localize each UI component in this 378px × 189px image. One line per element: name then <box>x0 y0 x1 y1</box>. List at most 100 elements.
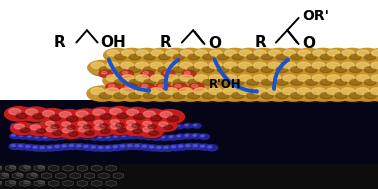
Circle shape <box>99 67 111 73</box>
Circle shape <box>26 146 30 148</box>
Circle shape <box>44 126 68 139</box>
Circle shape <box>107 118 128 129</box>
Circle shape <box>251 62 280 76</box>
Circle shape <box>337 86 367 101</box>
Circle shape <box>115 54 126 60</box>
Circle shape <box>119 74 148 89</box>
Circle shape <box>220 60 249 75</box>
Circle shape <box>91 146 96 148</box>
Circle shape <box>93 109 105 115</box>
Circle shape <box>130 134 133 136</box>
Circle shape <box>43 136 47 138</box>
Circle shape <box>194 124 197 126</box>
Circle shape <box>120 70 133 77</box>
Circle shape <box>175 86 206 101</box>
Circle shape <box>117 60 146 75</box>
Circle shape <box>221 48 248 62</box>
Circle shape <box>160 112 172 118</box>
Circle shape <box>163 48 190 62</box>
Circle shape <box>158 125 167 130</box>
Text: OR': OR' <box>302 9 330 23</box>
Circle shape <box>28 136 31 137</box>
Circle shape <box>173 54 185 60</box>
Circle shape <box>339 87 369 102</box>
Circle shape <box>217 67 229 73</box>
Circle shape <box>369 74 378 89</box>
Bar <box>0 164 378 189</box>
Circle shape <box>133 129 143 134</box>
Circle shape <box>350 67 361 73</box>
Circle shape <box>122 50 134 56</box>
Circle shape <box>232 79 244 85</box>
Circle shape <box>83 125 92 129</box>
Circle shape <box>80 124 89 129</box>
Circle shape <box>157 122 178 132</box>
Circle shape <box>159 126 162 128</box>
Circle shape <box>305 54 317 60</box>
Circle shape <box>278 86 308 101</box>
Circle shape <box>183 134 194 139</box>
Circle shape <box>62 145 67 147</box>
Circle shape <box>205 86 235 101</box>
Circle shape <box>164 146 168 148</box>
Circle shape <box>57 134 68 139</box>
Circle shape <box>33 146 37 148</box>
Circle shape <box>195 75 208 81</box>
Circle shape <box>367 73 378 88</box>
Circle shape <box>62 128 73 133</box>
Circle shape <box>311 50 338 63</box>
Circle shape <box>192 62 221 76</box>
Circle shape <box>96 135 107 141</box>
Circle shape <box>297 62 310 69</box>
Circle shape <box>129 67 141 73</box>
Circle shape <box>21 125 24 126</box>
Circle shape <box>371 75 378 81</box>
Circle shape <box>90 136 94 138</box>
Circle shape <box>265 73 293 88</box>
Circle shape <box>111 145 123 151</box>
Circle shape <box>237 74 265 89</box>
Circle shape <box>194 62 207 69</box>
Circle shape <box>354 74 378 89</box>
Circle shape <box>9 181 15 184</box>
Circle shape <box>116 125 119 127</box>
Circle shape <box>6 108 34 122</box>
Circle shape <box>143 67 155 73</box>
Circle shape <box>298 50 310 56</box>
Circle shape <box>70 145 74 147</box>
Circle shape <box>198 144 211 150</box>
Circle shape <box>296 50 324 63</box>
Circle shape <box>368 48 378 62</box>
Circle shape <box>342 75 355 81</box>
Circle shape <box>338 60 367 75</box>
Circle shape <box>40 146 45 149</box>
Circle shape <box>141 71 155 78</box>
Circle shape <box>114 67 126 73</box>
Circle shape <box>253 75 266 81</box>
Circle shape <box>88 87 119 102</box>
Circle shape <box>99 70 113 77</box>
Circle shape <box>158 92 170 99</box>
Circle shape <box>46 127 56 132</box>
Circle shape <box>133 62 162 76</box>
Circle shape <box>220 86 250 101</box>
Circle shape <box>180 50 193 56</box>
Circle shape <box>100 114 112 119</box>
Circle shape <box>60 122 81 132</box>
Circle shape <box>76 121 97 132</box>
Circle shape <box>123 119 144 129</box>
Circle shape <box>297 75 310 81</box>
Circle shape <box>193 50 220 63</box>
Circle shape <box>76 126 100 139</box>
Circle shape <box>188 54 199 60</box>
Circle shape <box>237 50 265 63</box>
Circle shape <box>83 115 95 121</box>
Circle shape <box>353 60 378 75</box>
Circle shape <box>161 60 190 75</box>
Circle shape <box>350 54 361 60</box>
Circle shape <box>129 92 141 99</box>
Circle shape <box>120 145 125 147</box>
Circle shape <box>79 127 88 132</box>
Circle shape <box>370 50 378 63</box>
Circle shape <box>125 143 138 149</box>
